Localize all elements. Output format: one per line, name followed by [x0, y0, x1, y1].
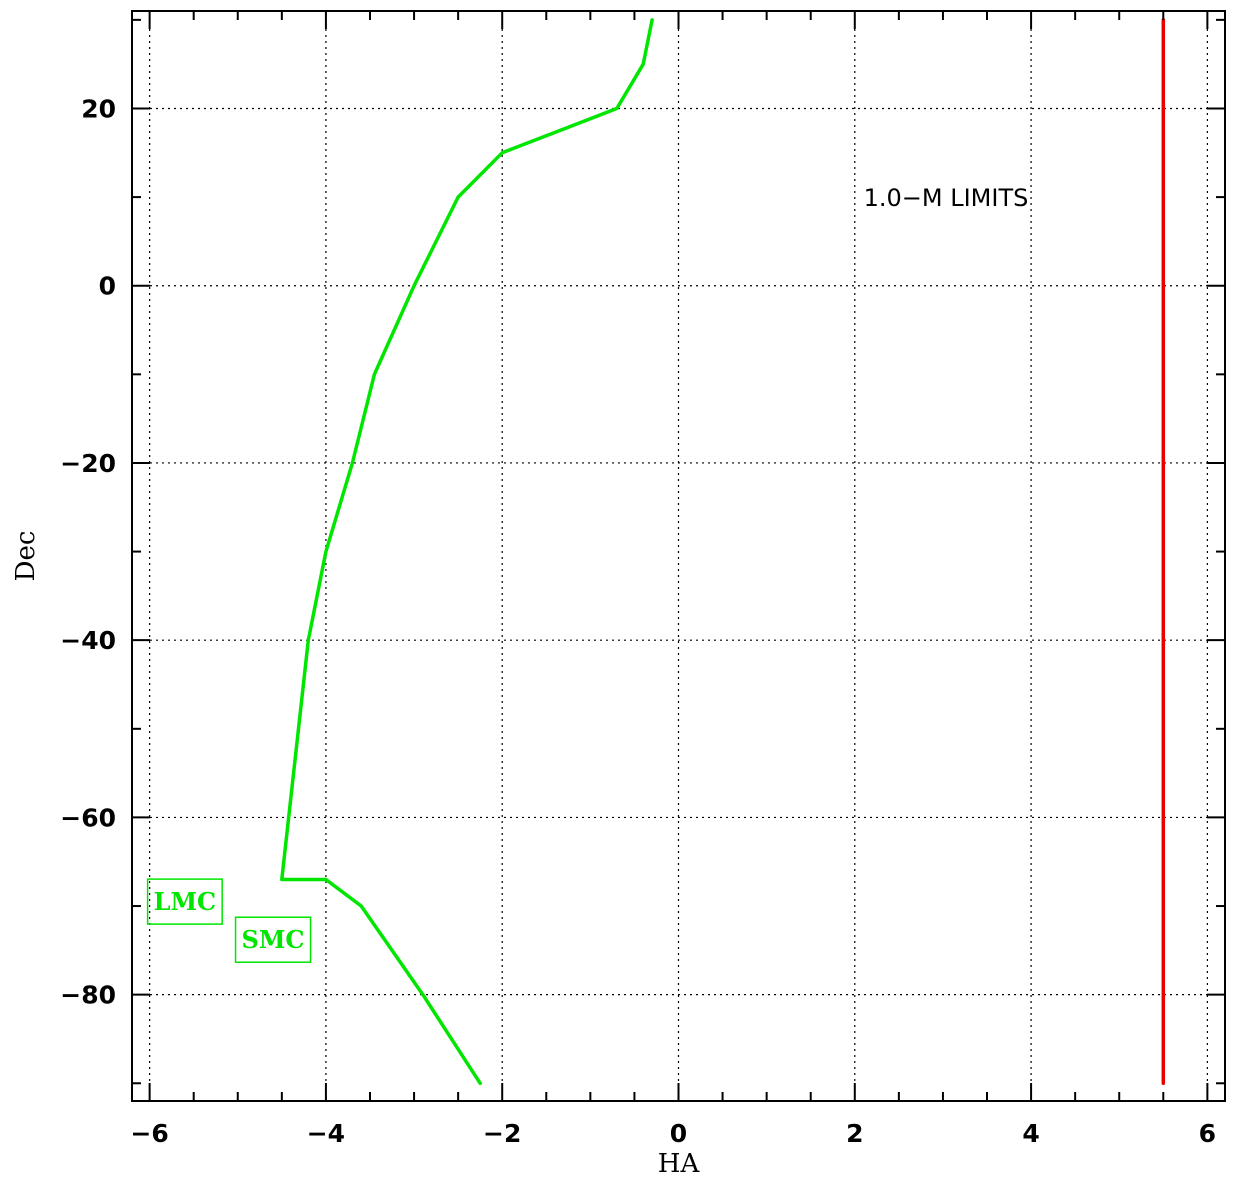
- series-line-1: [280, 18, 654, 1086]
- y-tick-label: −80: [60, 981, 116, 1010]
- y-tick-label: −60: [60, 803, 116, 832]
- y-tick-label: −40: [60, 626, 116, 655]
- x-tick-label: 6: [1199, 1119, 1216, 1148]
- grid: [132, 11, 1225, 1101]
- y-tick-label: 0: [99, 272, 116, 301]
- region-box-smc: [234, 916, 312, 963]
- x-tick-label: 2: [846, 1119, 863, 1148]
- y-tick-label: 20: [81, 94, 116, 123]
- annotations: 1.0−M LIMITS LMC SMC: [146, 184, 1029, 963]
- x-tick-label: 0: [670, 1119, 687, 1148]
- region-box-lmc: [146, 878, 223, 925]
- annotation-text: 1.0−M LIMITS: [864, 184, 1029, 212]
- x-tick-label: −2: [483, 1119, 521, 1148]
- region-label-smc: SMC: [242, 925, 305, 954]
- plot-frame: [131, 10, 1226, 1102]
- series-layer: [280, 18, 1166, 1086]
- y-axis-label: Dec: [11, 531, 41, 582]
- y-tick-label: −20: [60, 449, 116, 478]
- x-tick-label: 4: [1022, 1119, 1039, 1148]
- x-axis-label: HA: [658, 1149, 701, 1179]
- x-tick-label: −4: [307, 1119, 345, 1148]
- x-tick-label: −6: [130, 1119, 168, 1148]
- region-label-lmc: LMC: [154, 887, 217, 916]
